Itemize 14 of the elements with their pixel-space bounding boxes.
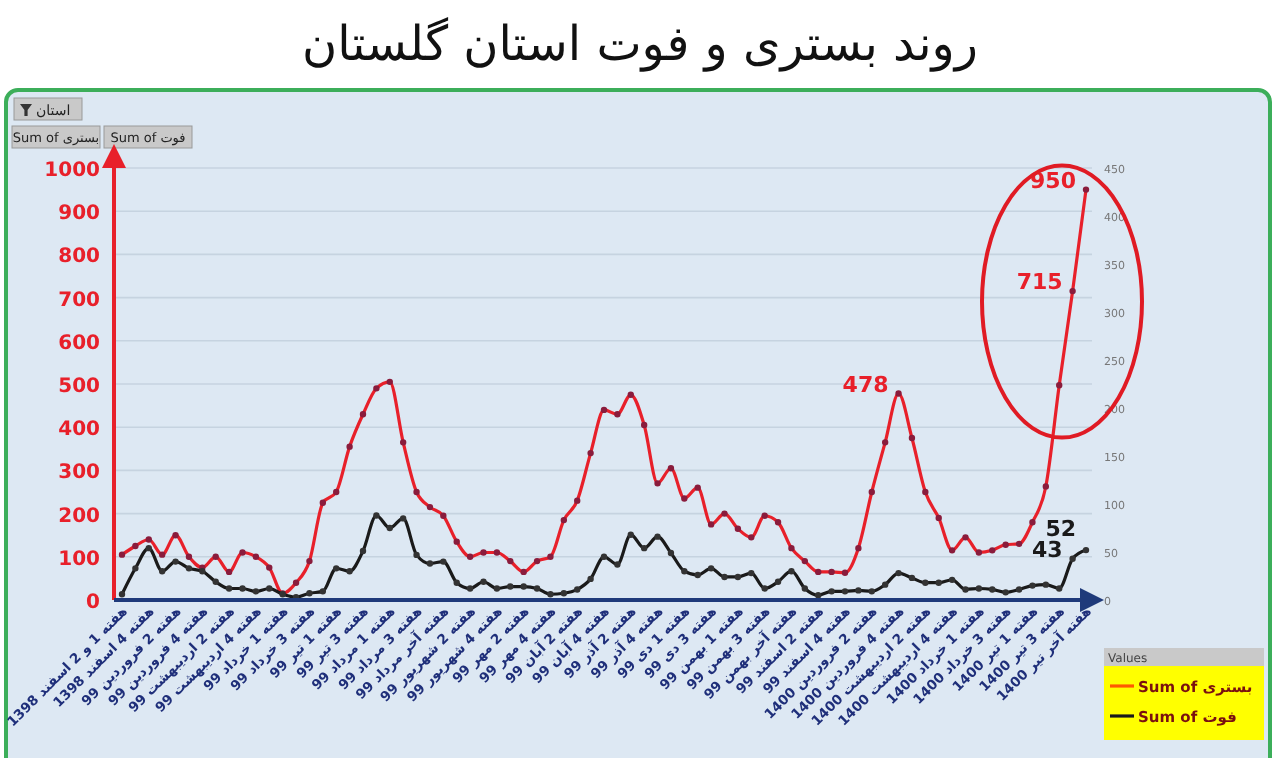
y-tick-label: 1000 [44,160,101,182]
chart-title: روند بستری و فوت استان گلستان [302,16,978,72]
y-tick-label: 0 [86,592,101,614]
data-label: 478 [842,371,889,398]
y-tick-label: 600 [58,332,101,355]
y-tick-label: 200 [58,505,101,528]
y-tick-label: 900 [58,203,101,226]
y-tick-label: 300 [58,462,101,485]
y-tick-label: 100 [58,548,101,571]
y-tick-label: 700 [58,289,101,312]
y-tick-label: 400 [58,419,101,442]
y-tick-label: 500 [58,376,101,398]
y-tick-label: 800 [58,246,101,269]
data-label: 715 [1016,269,1063,296]
